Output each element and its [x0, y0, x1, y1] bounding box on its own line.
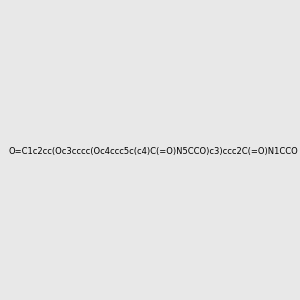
Text: O=C1c2cc(Oc3cccc(Oc4ccc5c(c4)C(=O)N5CCO)c3)ccc2C(=O)N1CCO: O=C1c2cc(Oc3cccc(Oc4ccc5c(c4)C(=O)N5CCO)… — [9, 147, 298, 156]
